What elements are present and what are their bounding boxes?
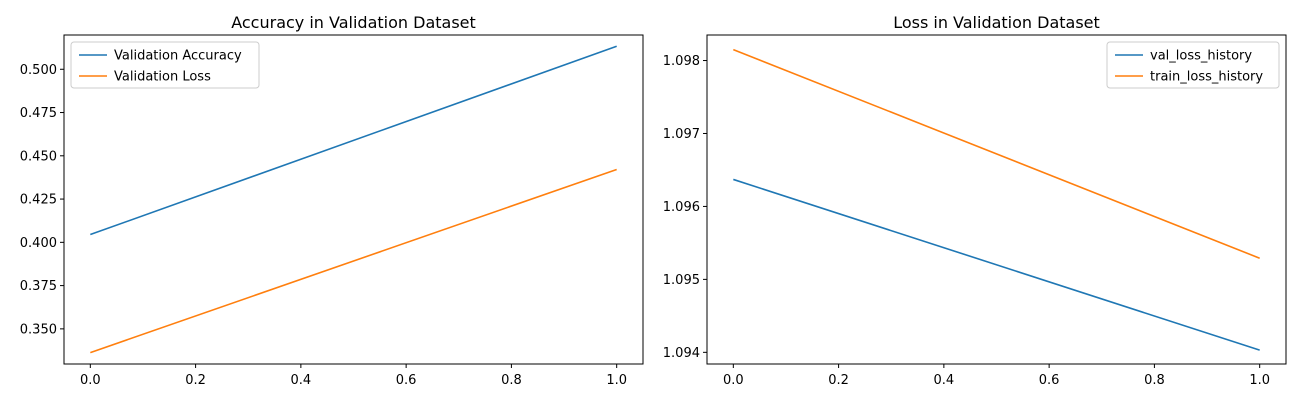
plot-frame (706, 34, 1287, 365)
y-tick-label: 1.094 (663, 346, 700, 361)
x-tick-label: 1.0 (1249, 373, 1270, 388)
y-tick-label: 0.450 (20, 149, 57, 164)
legend-label: Validation Accuracy (114, 49, 242, 64)
x-tick-label: 1.0 (606, 373, 627, 388)
legend: Validation Accuracy Validation Loss (70, 41, 260, 89)
series-line-1 (733, 48, 1260, 259)
x-tick-label: 0.8 (501, 373, 522, 388)
legend-label: val_loss_history (1150, 49, 1252, 64)
series-line-1 (90, 168, 617, 354)
x-tick-label: 0.6 (396, 373, 417, 388)
series-line-0 (90, 45, 617, 236)
legend-label: Validation Loss (114, 70, 211, 85)
plot-frame (63, 34, 644, 365)
y-tick-label: 0.350 (20, 322, 57, 337)
chart-title: Accuracy in Validation Dataset (231, 13, 476, 32)
y-tick-label: 1.095 (663, 273, 700, 288)
x-tick-label: 0.6 (1039, 373, 1060, 388)
legend-box (70, 41, 260, 89)
y-tick-label: 0.475 (20, 106, 57, 121)
x-tick-label: 0.2 (828, 373, 849, 388)
chart-title: Loss in Validation Dataset (893, 13, 1100, 32)
y-tick-label: 1.097 (663, 127, 700, 142)
legend-box (1106, 41, 1280, 89)
x-tick-label: 0.2 (185, 373, 206, 388)
y-tick-label: 1.098 (663, 54, 700, 69)
legend-label: train_loss_history (1150, 70, 1263, 85)
y-tick-label: 1.096 (663, 200, 700, 215)
legend: val_loss_history train_loss_history (1106, 41, 1280, 89)
y-tick-label: 0.500 (20, 63, 57, 78)
y-tick-label: 0.400 (20, 236, 57, 251)
y-tick-label: 0.375 (20, 279, 57, 294)
x-tick-label: 0.4 (291, 373, 312, 388)
series-line-0 (733, 178, 1260, 351)
x-tick-label: 0.0 (80, 373, 101, 388)
x-tick-label: 0.8 (1144, 373, 1165, 388)
x-tick-label: 0.0 (723, 373, 744, 388)
y-tick-label: 0.425 (20, 193, 57, 208)
x-tick-label: 0.4 (934, 373, 955, 388)
loss-chart: Loss in Validation Dataset 0.0 0.2 0.4 0.6 0.… (663, 13, 1287, 388)
